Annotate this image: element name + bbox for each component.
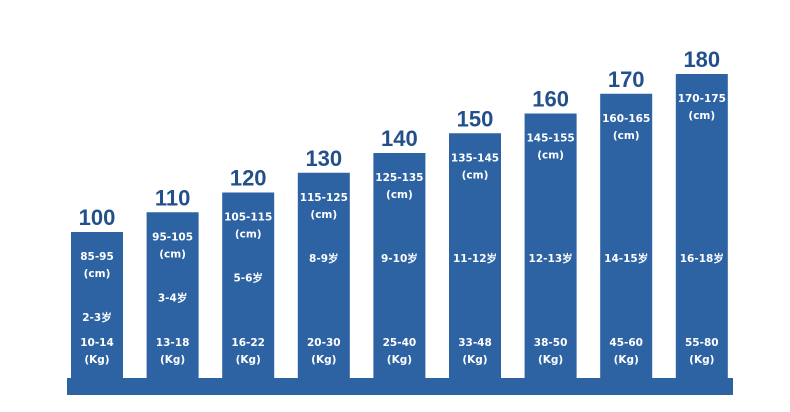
bar [297, 172, 350, 378]
weight-unit-label: (Kg) [84, 354, 109, 366]
height-unit-label: (cm) [537, 150, 564, 162]
size-label: 140 [381, 126, 418, 151]
age-label: 8-9岁 [309, 252, 338, 265]
height-unit-label: (cm) [386, 189, 413, 201]
height-range-label: 135-145 [451, 152, 499, 164]
weight-range-label: 45-60 [609, 337, 643, 349]
weight-range-label: 20-30 [307, 337, 341, 349]
height-range-label: 85-95 [80, 251, 114, 263]
height-unit-label: (cm) [235, 229, 262, 241]
age-label: 5-6岁 [233, 272, 262, 285]
weight-unit-label: (Kg) [538, 354, 563, 366]
chart-base-bar [67, 378, 733, 395]
bar [524, 113, 577, 378]
height-unit-label: (cm) [613, 130, 640, 142]
height-unit-label: (cm) [462, 169, 489, 181]
weight-range-label: 25-40 [383, 337, 417, 349]
size-label: 180 [683, 47, 720, 72]
age-label: 11-12岁 [453, 252, 497, 265]
weight-unit-label: (Kg) [311, 354, 336, 366]
size-label: 160 [532, 87, 569, 112]
size-label: 120 [230, 166, 267, 191]
weight-range-label: 13-18 [156, 337, 190, 349]
bar [146, 212, 199, 378]
weight-unit-label: (Kg) [462, 354, 487, 366]
height-unit-label: (cm) [688, 110, 715, 122]
bars-group: 100 85-95 (cm) 2-3岁 10-14 (Kg) 110 95-105 (cm) 3-… [71, 47, 728, 378]
weight-unit-label: (Kg) [387, 354, 412, 366]
height-range-label: 125-135 [375, 172, 423, 184]
age-label: 16-18岁 [680, 252, 724, 265]
weight-unit-label: (Kg) [689, 354, 714, 366]
weight-range-label: 16-22 [231, 337, 265, 349]
bar [449, 133, 501, 378]
bar [222, 192, 275, 378]
height-unit-label: (cm) [310, 209, 337, 221]
height-range-label: 170-175 [678, 93, 726, 105]
weight-unit-label: (Kg) [614, 354, 639, 366]
weight-range-label: 10-14 [80, 337, 114, 349]
weight-range-label: 33-48 [458, 337, 492, 349]
height-range-label: 95-105 [152, 231, 193, 243]
height-unit-label: (cm) [159, 248, 186, 260]
bar [71, 232, 123, 378]
weight-unit-label: (Kg) [160, 354, 185, 366]
age-label: 12-13岁 [529, 252, 573, 265]
age-label: 14-15岁 [604, 252, 648, 265]
bar [373, 153, 426, 378]
size-label: 100 [79, 205, 116, 230]
height-range-label: 115-125 [300, 192, 348, 204]
size-label: 170 [608, 67, 645, 92]
height-unit-label: (cm) [84, 268, 111, 280]
size-label: 150 [457, 106, 494, 131]
height-range-label: 145-155 [526, 133, 574, 145]
size-label: 110 [155, 185, 191, 210]
height-range-label: 105-115 [224, 212, 272, 224]
weight-unit-label: (Kg) [236, 354, 261, 366]
weight-range-label: 55-80 [685, 337, 719, 349]
age-label: 9-10岁 [381, 252, 418, 265]
size-label: 130 [305, 146, 342, 171]
height-range-label: 160-165 [602, 113, 650, 125]
weight-range-label: 38-50 [534, 337, 568, 349]
bar [675, 74, 728, 378]
age-label: 2-3岁 [82, 311, 111, 324]
age-label: 3-4岁 [158, 291, 187, 304]
bar [600, 93, 653, 378]
